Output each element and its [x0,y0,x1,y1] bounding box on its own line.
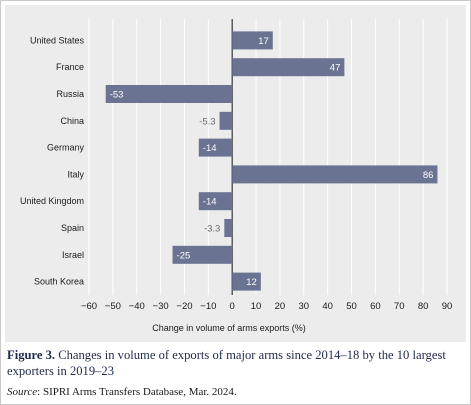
figure-source: Source: SIPRI Arms Transfers Database, M… [7,386,462,398]
x-tick-label: −60 [81,301,97,312]
category-label: Germany [47,143,85,153]
value-label: -5.3 [199,116,215,127]
category-label: Italy [67,169,84,179]
x-tick-label: 60 [370,301,381,312]
bar-chart: United States France Russia China Germany Ita… [20,19,452,333]
x-tick-label: −50 [105,301,121,312]
value-label: -53 [110,90,124,101]
x-tick-label: 90 [442,301,453,312]
category-label: United Kingdom [20,196,84,206]
x-tick-label: 0 [230,301,235,312]
x-tick-label: 20 [275,301,286,312]
x-tick-label: 80 [418,301,429,312]
source-text: : SIPRI Arms Transfers Database, Mar. 20… [37,386,237,398]
bar-china [219,111,233,130]
bars: 17 47 -53 -5.3 -14 86 -14 -3.3 -25 12 [105,31,438,291]
value-label: 86 [423,170,434,181]
bar-united-states [232,31,273,50]
category-label: France [56,62,84,72]
bar-spain [224,219,233,237]
x-tick-label: −40 [129,301,145,312]
x-tick-label: 70 [394,301,405,312]
value-label: 47 [330,63,341,74]
x-tick-label: −10 [200,301,216,312]
chart-panel: United States France Russia China Germany Ita… [5,5,466,342]
bar-russia [105,85,233,103]
x-tick-label: 30 [299,301,310,312]
value-label: 17 [258,36,269,47]
x-axis-label: Change in volume of arms exports (%) [152,323,306,333]
bar-south-korea [232,272,261,291]
category-label: Spain [61,223,84,233]
bar-france [232,58,345,77]
value-label: -14 [203,197,217,208]
bar-israel [172,245,233,264]
value-label: 12 [246,277,257,288]
category-label: Israel [62,250,84,260]
caption-text: Changes in volume of exports of major ar… [7,348,446,378]
category-label: China [60,116,84,126]
category-label: United States [30,35,85,45]
bar-united-kingdom [198,192,233,211]
x-tick-label: 10 [251,301,262,312]
bar-germany [198,138,233,157]
value-label: -14 [203,143,217,154]
x-tick-label: 40 [322,301,333,312]
value-label: -25 [177,250,191,261]
figure-caption: Figure 3. Changes in volume of exports o… [7,347,462,379]
x-tick-label: 50 [346,301,357,312]
x-tick-labels: −60 −50 −40 −30 −20 −10 0 10 20 30 40 50 60 70 80 90 [81,301,452,312]
source-label: Source [7,386,38,398]
x-tick-label: −30 [153,301,169,312]
category-label: Russia [56,89,84,99]
value-label: -3.3 [204,224,220,235]
x-tick-label: −20 [176,301,192,312]
category-label: South Korea [34,277,84,287]
caption-label: Figure 3. [7,348,56,362]
bar-italy [232,165,438,184]
category-labels: United States France Russia China Germany Ita… [20,35,85,286]
